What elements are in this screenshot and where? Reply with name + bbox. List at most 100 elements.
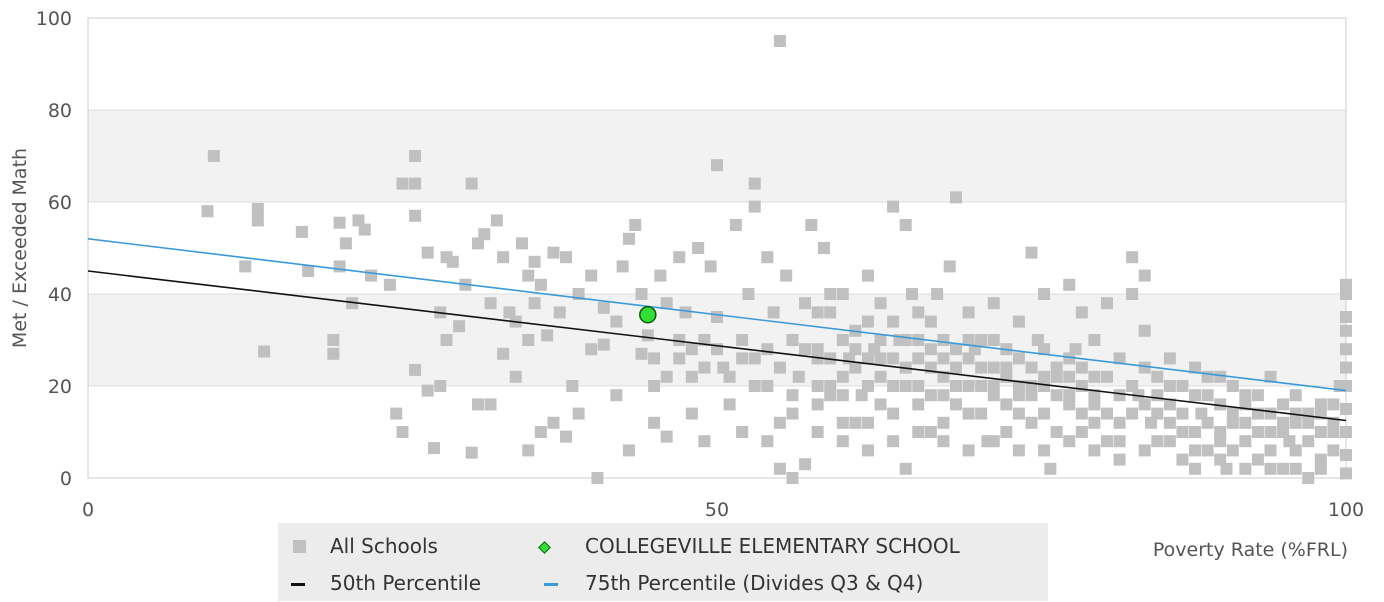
data-point <box>1000 398 1013 411</box>
data-point <box>1302 416 1315 429</box>
data-point <box>528 297 541 310</box>
data-point <box>409 177 422 190</box>
data-point <box>1314 453 1327 466</box>
data-point <box>887 435 900 448</box>
data-point <box>1189 361 1202 374</box>
data-point <box>1340 361 1352 374</box>
data-point <box>1289 462 1302 475</box>
data-point <box>748 380 761 392</box>
data-point <box>622 232 635 245</box>
data-point <box>761 343 774 356</box>
data-point <box>824 288 837 300</box>
data-point <box>937 352 950 365</box>
data-point <box>409 150 422 162</box>
data-point <box>1340 278 1352 291</box>
data-point <box>648 416 661 429</box>
data-point <box>1012 352 1025 365</box>
data-point <box>1277 416 1290 429</box>
data-point <box>352 214 365 227</box>
data-point <box>962 334 975 346</box>
data-point <box>1176 380 1189 392</box>
data-point <box>1113 416 1126 429</box>
data-point <box>1163 380 1176 392</box>
data-point <box>648 352 661 365</box>
data-point <box>421 384 434 397</box>
data-point <box>1100 297 1113 310</box>
data-point <box>962 352 975 365</box>
data-point <box>1151 407 1164 420</box>
data-point <box>824 389 837 402</box>
data-point <box>704 260 717 273</box>
data-point <box>622 444 635 457</box>
data-point <box>1025 246 1038 259</box>
data-point <box>799 297 812 310</box>
data-point <box>1264 444 1277 457</box>
data-point <box>887 407 900 420</box>
data-point <box>975 407 988 420</box>
data-point <box>1340 403 1352 415</box>
data-point <box>1038 370 1051 383</box>
data-point <box>1012 444 1025 457</box>
data-point <box>648 380 661 392</box>
legend-all-schools: All Schools <box>330 534 438 558</box>
data-point <box>572 407 585 420</box>
data-point <box>1264 407 1277 420</box>
data-point <box>654 269 667 282</box>
line-50th-percentile <box>87 270 1347 422</box>
data-point <box>1226 416 1239 429</box>
grid-bands <box>88 18 1346 479</box>
data-point <box>887 315 900 328</box>
data-point <box>1201 389 1214 402</box>
y-tick-label: 20 <box>48 376 72 398</box>
data-point <box>1340 380 1352 392</box>
data-point <box>1063 278 1076 291</box>
data-point <box>1327 398 1340 411</box>
data-point <box>748 352 761 365</box>
data-point <box>786 389 799 402</box>
x-tick-label: 0 <box>82 499 94 521</box>
grid-band <box>88 294 1346 386</box>
data-point <box>660 370 673 383</box>
data-point <box>1189 444 1202 457</box>
y-tick-label: 0 <box>60 468 72 490</box>
data-point <box>1113 352 1126 365</box>
data-point <box>409 209 422 222</box>
data-point <box>1012 389 1025 402</box>
data-point <box>1163 435 1176 448</box>
data-point <box>1126 288 1139 300</box>
data-point <box>534 426 547 438</box>
data-point <box>1088 416 1101 429</box>
data-point <box>365 269 378 282</box>
data-point <box>207 150 220 162</box>
data-point <box>736 426 749 438</box>
data-point <box>1145 416 1158 429</box>
data-point <box>327 334 340 346</box>
data-point <box>1050 370 1063 383</box>
data-point <box>585 269 598 282</box>
data-point <box>698 435 711 448</box>
y-tick-label: 100 <box>36 8 72 30</box>
data-point <box>1163 416 1176 429</box>
data-point <box>516 237 529 250</box>
data-point <box>302 265 315 277</box>
data-point <box>1214 426 1227 438</box>
data-point <box>597 338 610 351</box>
x-tick-label: 100 <box>1328 499 1364 521</box>
data-point <box>1038 343 1051 356</box>
data-point <box>1189 389 1202 402</box>
data-point <box>685 343 698 356</box>
data-point <box>440 334 453 346</box>
data-point <box>1138 269 1151 282</box>
data-point <box>1038 380 1051 392</box>
data-point <box>943 260 956 273</box>
x-axis-title: Poverty Rate (%FRL) <box>1153 539 1348 561</box>
data-point <box>987 435 1000 448</box>
data-point <box>591 472 604 484</box>
data-point <box>1163 398 1176 411</box>
grid-band <box>88 18 1346 110</box>
data-point <box>975 334 988 346</box>
plot-frame <box>87 17 1347 479</box>
data-point <box>1189 462 1202 475</box>
data-point <box>1264 426 1277 438</box>
data-point <box>711 159 723 172</box>
